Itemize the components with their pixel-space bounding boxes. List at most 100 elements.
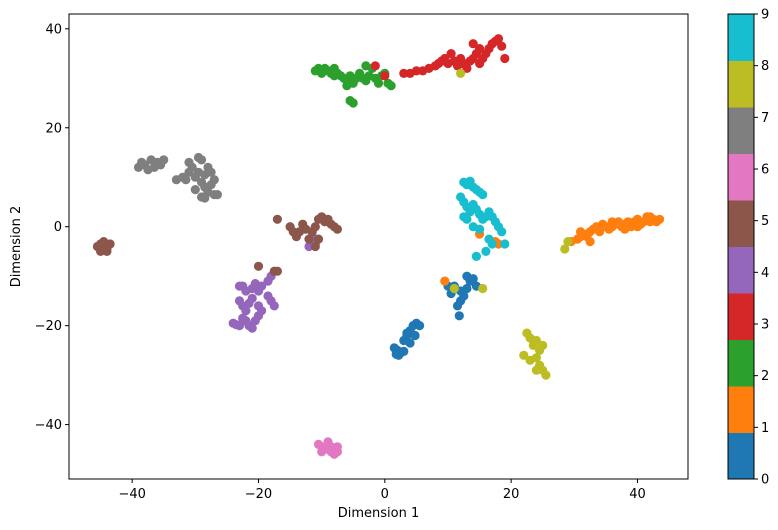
data-point-class-4 xyxy=(247,323,257,333)
data-point-class-7 xyxy=(212,190,222,200)
x-tick-label: 20 xyxy=(503,487,520,502)
colorbar: 0 1 2 3 4 5 6 7 8 9 xyxy=(727,8,769,488)
colorbar-segment-2 xyxy=(728,339,754,387)
data-point-class-1 xyxy=(655,214,665,224)
data-point-class-5 xyxy=(96,246,106,256)
y-tick-label: 0 xyxy=(54,220,62,235)
data-point-class-8 xyxy=(541,370,551,380)
data-point-class-6 xyxy=(317,447,327,457)
data-point-class-9 xyxy=(500,239,510,249)
y-tick-label: −40 xyxy=(35,418,62,433)
data-point-class-3 xyxy=(468,39,478,49)
data-point-class-0 xyxy=(415,321,425,331)
data-point-class-3 xyxy=(475,44,485,54)
data-point-class-5 xyxy=(304,234,314,244)
data-point-class-3 xyxy=(411,66,421,76)
data-point-class-8 xyxy=(531,335,542,346)
data-point-class-5 xyxy=(105,239,115,249)
data-point-class-3 xyxy=(446,49,456,59)
colorbar-tick-label: 0 xyxy=(761,473,769,488)
data-point-class-5 xyxy=(310,222,320,232)
data-point-class-0 xyxy=(405,338,415,348)
data-point-class-2 xyxy=(373,78,384,88)
data-point-class-4 xyxy=(253,301,264,311)
data-point-class-2 xyxy=(342,81,352,91)
data-point-class-3 xyxy=(497,41,507,51)
data-point-class-3 xyxy=(493,34,504,44)
data-point-class-6 xyxy=(323,437,333,447)
colorbar-segment-7 xyxy=(728,107,754,154)
data-point-class-1 xyxy=(440,276,450,286)
data-point-class-1 xyxy=(607,217,617,227)
data-point-class-0 xyxy=(391,349,401,359)
data-point-class-0 xyxy=(452,301,463,311)
data-point-class-5 xyxy=(253,261,264,271)
colorbar-tick-label: 5 xyxy=(761,214,769,229)
data-point-class-4 xyxy=(234,281,245,291)
data-point-class-2 xyxy=(313,63,324,73)
data-point-class-2 xyxy=(348,98,358,108)
data-point-class-2 xyxy=(329,63,339,73)
data-point-class-5 xyxy=(310,241,320,252)
data-point-class-9 xyxy=(497,227,507,237)
colorbar-tick-label: 7 xyxy=(761,111,769,126)
colorbar-segment-8 xyxy=(728,60,754,108)
data-point-class-9 xyxy=(487,239,497,249)
data-point-class-3 xyxy=(370,61,380,71)
data-point-class-1 xyxy=(585,237,595,247)
data-point-class-8 xyxy=(531,365,542,375)
data-point-class-1 xyxy=(576,227,586,237)
colorbar-tick-label: 1 xyxy=(761,421,769,436)
data-point-class-4 xyxy=(250,279,260,289)
data-point-class-2 xyxy=(386,81,396,91)
data-point-class-7 xyxy=(197,155,207,165)
data-point-class-5 xyxy=(313,234,324,244)
data-point-class-3 xyxy=(380,71,390,81)
data-point-class-9 xyxy=(475,224,485,234)
data-point-class-0 xyxy=(462,283,472,294)
data-point-class-0 xyxy=(454,311,464,321)
colorbar-segment-4 xyxy=(728,246,754,294)
y-axis-ticks: −40 −20 0 20 40 xyxy=(35,22,69,433)
data-point-class-5 xyxy=(102,246,112,256)
data-point-class-8 xyxy=(449,283,459,294)
data-point-class-2 xyxy=(361,61,371,71)
data-point-class-1 xyxy=(595,223,605,233)
x-tick-label: 0 xyxy=(381,487,389,502)
data-point-class-8 xyxy=(560,244,570,254)
data-point-class-8 xyxy=(519,350,529,360)
data-point-class-7 xyxy=(171,175,181,185)
data-point-class-4 xyxy=(247,293,257,303)
data-point-class-3 xyxy=(399,68,409,78)
scatter-points-layer xyxy=(92,34,665,459)
data-point-class-5 xyxy=(272,214,282,224)
data-point-class-1 xyxy=(645,212,655,222)
data-point-class-4 xyxy=(234,296,245,306)
data-point-class-8 xyxy=(538,340,548,350)
y-tick-label: 40 xyxy=(45,22,62,37)
data-point-class-9 xyxy=(478,190,488,200)
colorbar-tick-label: 3 xyxy=(761,318,769,333)
data-point-class-4 xyxy=(269,301,279,311)
data-point-class-4 xyxy=(304,241,314,252)
x-tick-label: 40 xyxy=(629,487,646,502)
colorbar-segment-9 xyxy=(728,14,754,61)
data-point-class-7 xyxy=(206,167,216,177)
data-point-class-7 xyxy=(206,180,216,190)
colorbar-tick-label: 2 xyxy=(761,369,769,384)
data-point-class-3 xyxy=(500,53,510,64)
colorbar-frame xyxy=(727,13,755,480)
data-point-class-0 xyxy=(410,330,420,341)
y-tick-label: −20 xyxy=(35,319,62,334)
data-point-class-9 xyxy=(471,251,481,261)
data-point-class-0 xyxy=(468,274,478,284)
axes-frame xyxy=(68,13,689,480)
data-point-class-1 xyxy=(620,224,630,234)
data-point-class-8 xyxy=(456,68,466,78)
x-axis-label: Dimension 1 xyxy=(338,506,420,521)
colorbar-segment-3 xyxy=(728,293,754,340)
data-point-class-1 xyxy=(632,222,643,232)
data-point-class-8 xyxy=(525,355,535,365)
x-tick-label: −20 xyxy=(245,487,272,502)
